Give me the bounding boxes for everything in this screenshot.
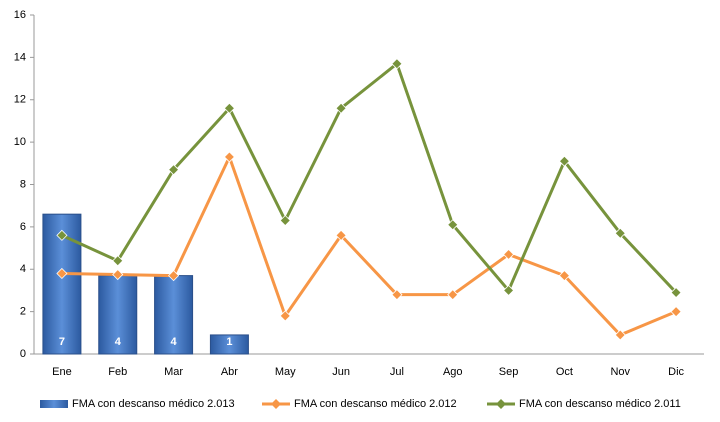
- marker: [279, 310, 291, 322]
- marker: [112, 255, 124, 267]
- bar: [154, 275, 194, 355]
- bar-value-label: 7: [59, 336, 65, 348]
- y-tick-label: 6: [20, 221, 26, 233]
- marker: [503, 284, 515, 297]
- marker: [670, 286, 682, 299]
- bar-value-label: 1: [226, 336, 232, 348]
- marker: [168, 164, 180, 176]
- marker: [391, 289, 403, 301]
- marker: [447, 219, 459, 231]
- marker: [335, 229, 347, 241]
- x-tick-label: Feb: [108, 366, 127, 378]
- y-tick-label: 16: [14, 9, 26, 21]
- y-tick-label: 2: [20, 306, 26, 318]
- marker: [670, 306, 682, 318]
- legend-label: FMA con descanso médico 2.011: [519, 398, 681, 410]
- marker: [614, 329, 626, 341]
- legend-swatch: [40, 400, 68, 408]
- y-tick-label: 10: [14, 136, 26, 148]
- legend-marker: [271, 399, 281, 409]
- x-tick-label: Abr: [221, 366, 238, 378]
- x-tick-label: Ene: [52, 366, 72, 378]
- legend-marker: [496, 399, 506, 409]
- bar-value-label: 4: [171, 336, 178, 348]
- y-tick-label: 0: [20, 348, 26, 360]
- x-tick-label: May: [275, 366, 296, 378]
- marker: [503, 248, 515, 260]
- marker: [56, 229, 68, 241]
- marker: [112, 268, 124, 281]
- x-tick-label: Dic: [668, 366, 684, 378]
- marker: [56, 267, 68, 280]
- marker: [223, 151, 235, 163]
- x-tick-label: Jun: [332, 366, 350, 378]
- y-tick-label: 4: [20, 263, 26, 275]
- marker: [223, 102, 235, 114]
- bar: [209, 334, 249, 355]
- marker: [558, 155, 570, 167]
- bar: [98, 275, 138, 355]
- x-tick-label: Sep: [499, 366, 519, 378]
- marker: [558, 270, 570, 282]
- y-tick-label: 8: [20, 178, 26, 190]
- marker: [447, 289, 459, 301]
- marker: [614, 227, 626, 239]
- marker: [168, 270, 180, 282]
- x-tick-label: Ago: [443, 366, 463, 378]
- bar-value-label: 4: [115, 336, 122, 348]
- legend-label: FMA con descanso médico 2.012: [294, 398, 457, 410]
- marker: [335, 102, 347, 114]
- y-tick-label: 12: [14, 94, 26, 106]
- x-tick-label: Oct: [556, 366, 573, 378]
- y-tick-label: 14: [14, 51, 26, 63]
- marker: [279, 214, 291, 227]
- x-tick-label: Jul: [390, 366, 404, 378]
- x-tick-label: Nov: [610, 366, 630, 378]
- legend-label: FMA con descanso médico 2.013: [72, 398, 235, 410]
- marker: [391, 58, 403, 70]
- line: [61, 155, 677, 337]
- x-tick-label: Mar: [164, 366, 183, 378]
- line: [61, 62, 678, 294]
